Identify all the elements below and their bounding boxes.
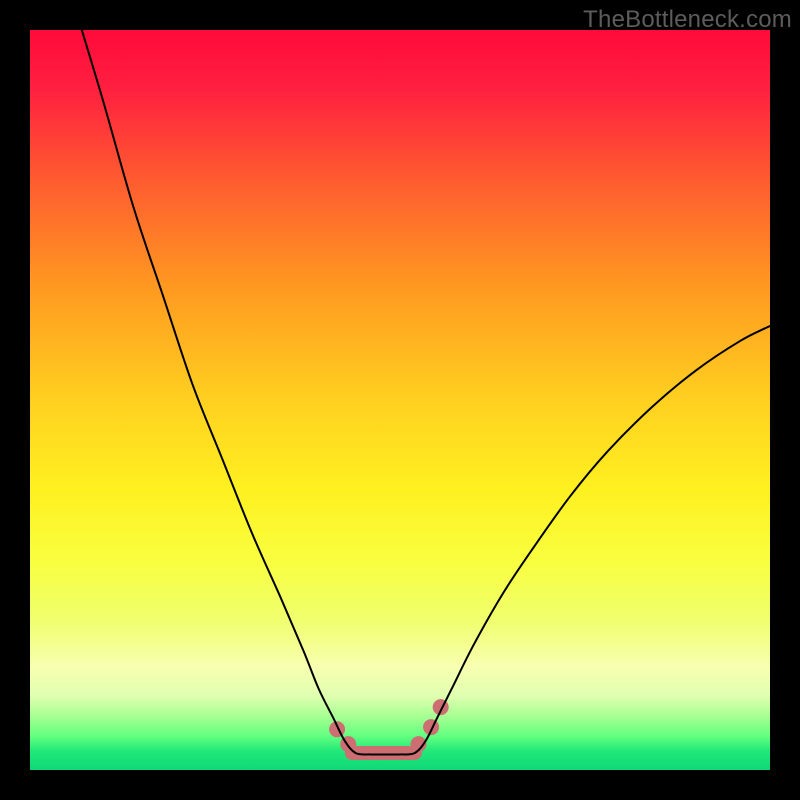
chart-svg xyxy=(30,30,770,770)
watermark-text: TheBottleneck.com xyxy=(583,6,792,34)
chart-plot-area xyxy=(30,30,770,770)
chart-frame: TheBottleneck.com xyxy=(0,0,800,800)
